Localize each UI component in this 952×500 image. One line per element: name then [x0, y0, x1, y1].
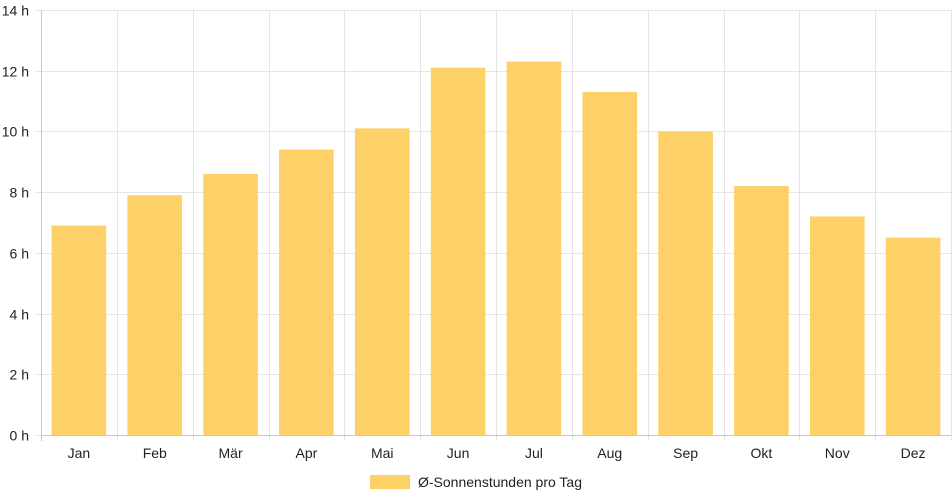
bars — [51, 61, 941, 435]
y-axis-ticks: 0 h 2 h 4 h 6 h 8 h 10 h 12 h 14 h — [2, 3, 41, 444]
y-tick-label: 6 h — [10, 246, 29, 262]
bar-chart: 0 h 2 h 4 h 6 h 8 h 10 h 12 h 14 h Jan Feb Mär Apr… — [2, 3, 952, 461]
bar[interactable] — [885, 237, 941, 435]
y-tick-label: 12 h — [2, 64, 29, 80]
x-tick-label: Apr — [296, 445, 318, 461]
legend-swatch — [370, 475, 410, 489]
axes — [35, 10, 951, 441]
x-tick-label: Dez — [901, 445, 926, 461]
x-tick-label: Jun — [447, 445, 470, 461]
x-tick-label: Jul — [525, 445, 543, 461]
bar[interactable] — [734, 186, 789, 435]
x-tick-label: Feb — [143, 445, 167, 461]
x-tick-label: Nov — [825, 445, 850, 461]
y-tick-label: 4 h — [10, 307, 29, 323]
bar[interactable] — [809, 216, 865, 435]
x-tick-label: Okt — [751, 445, 773, 461]
x-tick-label: Mär — [219, 445, 243, 461]
bar[interactable] — [127, 195, 183, 435]
x-axis-ticks: Jan Feb Mär Apr Mai Jun Jul Aug Sep Okt Nov Dez — [68, 445, 926, 461]
bar[interactable] — [51, 225, 107, 435]
x-tick-label: Aug — [597, 445, 622, 461]
y-tick-label: 8 h — [10, 185, 29, 201]
y-tick-label: 14 h — [2, 3, 29, 19]
bar[interactable] — [279, 149, 334, 435]
bar[interactable] — [506, 61, 562, 435]
bar[interactable] — [203, 173, 258, 435]
x-tick-label: Sep — [673, 445, 698, 461]
x-tick-label: Mai — [371, 445, 394, 461]
legend[interactable]: Ø-Sonnenstunden pro Tag — [0, 472, 952, 492]
bar[interactable] — [658, 131, 713, 435]
y-tick-label: 10 h — [2, 124, 29, 140]
bar[interactable] — [354, 128, 410, 435]
bar[interactable] — [430, 67, 486, 435]
y-tick-label: 2 h — [10, 367, 29, 383]
y-tick-label: 0 h — [10, 428, 29, 444]
grid-lines — [41, 10, 952, 441]
legend-label: Ø-Sonnenstunden pro Tag — [418, 474, 582, 490]
x-tick-label: Jan — [68, 445, 91, 461]
bar[interactable] — [582, 91, 638, 435]
